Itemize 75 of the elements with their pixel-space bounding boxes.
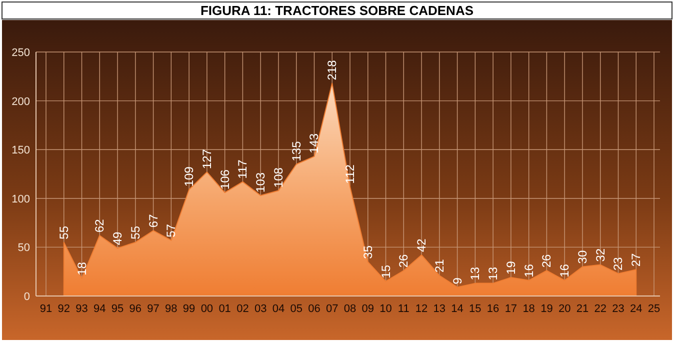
data-label: 112 <box>343 164 357 184</box>
data-label: 109 <box>182 166 196 187</box>
x-tick-label: 15 <box>469 303 482 315</box>
x-tick-label: 13 <box>433 303 446 315</box>
data-label: 127 <box>200 148 214 170</box>
x-tick-label: 95 <box>111 303 124 315</box>
x-tick-label: 05 <box>290 303 302 315</box>
x-tick-label: 25 <box>648 303 660 315</box>
x-tick-label: 11 <box>398 303 410 315</box>
data-label: 49 <box>110 232 125 246</box>
data-label: 62 <box>92 218 107 232</box>
x-tick-label: 14 <box>451 303 464 315</box>
y-tick-label: 100 <box>12 193 30 206</box>
x-tick-label: 92 <box>58 303 70 315</box>
data-label: 57 <box>164 224 178 238</box>
data-label: 135 <box>289 140 304 162</box>
x-tick-label: 91 <box>40 303 52 315</box>
data-label: 55 <box>128 226 142 240</box>
data-label: 18 <box>74 262 89 276</box>
data-label: 13 <box>468 266 482 280</box>
data-label: 15 <box>378 264 393 278</box>
y-tick-label: 0 <box>24 291 30 303</box>
x-tick-label: 98 <box>165 303 178 315</box>
data-label: 67 <box>146 214 160 228</box>
x-tick-label: 20 <box>558 303 571 315</box>
data-label: 27 <box>629 252 644 267</box>
x-tick-label: 06 <box>308 303 320 315</box>
x-tick-label: 04 <box>272 303 285 315</box>
y-tick-label: 200 <box>12 96 30 108</box>
x-tick-label: 18 <box>522 303 535 315</box>
data-label: 26 <box>396 254 411 268</box>
data-label: 35 <box>360 245 375 259</box>
data-label: 42 <box>414 238 429 252</box>
y-tick-label: 50 <box>18 242 30 254</box>
x-tick-label: 94 <box>94 303 106 315</box>
x-tick-label: 23 <box>612 303 624 315</box>
x-tick-label: 16 <box>486 303 500 315</box>
x-tick-label: 19 <box>540 303 553 315</box>
data-label: 218 <box>325 60 340 80</box>
data-label: 9 <box>450 277 464 284</box>
x-tick-label: 21 <box>576 303 589 315</box>
data-label: 23 <box>611 256 626 271</box>
data-label: 32 <box>593 248 608 262</box>
data-label: 16 <box>558 264 572 278</box>
data-label: 19 <box>504 260 518 274</box>
x-tick-label: 22 <box>594 303 606 315</box>
x-tick-label: 00 <box>200 303 214 315</box>
data-label: 21 <box>432 258 446 273</box>
x-tick-label: 24 <box>630 303 642 315</box>
data-label: 103 <box>254 172 268 192</box>
x-tick-label: 99 <box>182 303 196 315</box>
x-tick-label: 08 <box>344 303 356 315</box>
x-tick-label: 01 <box>218 303 231 315</box>
x-tick-label: 10 <box>380 303 392 315</box>
data-label: 16 <box>522 264 536 278</box>
x-tick-label: 12 <box>415 303 428 315</box>
data-label: 117 <box>236 159 250 179</box>
data-label: 26 <box>540 254 554 268</box>
y-tick-label: 150 <box>12 144 30 157</box>
data-label: 143 <box>307 133 322 154</box>
x-tick-label: 07 <box>326 303 338 315</box>
x-tick-label: 96 <box>129 303 142 315</box>
chart-title: FIGURA 11: TRACTORES SOBRE CADENAS <box>200 3 474 18</box>
x-tick-label: 03 <box>254 303 267 315</box>
y-tick-label: 250 <box>12 47 30 59</box>
data-label: 108 <box>271 167 286 188</box>
data-label: 30 <box>575 250 590 264</box>
data-label: 106 <box>218 169 232 190</box>
x-tick-label: 02 <box>236 303 249 315</box>
data-label: 55 <box>56 226 71 240</box>
x-tick-label: 17 <box>504 303 518 315</box>
x-tick-label: 93 <box>76 303 88 315</box>
x-tick-label: 97 <box>147 303 160 315</box>
data-label: 13 <box>486 266 500 280</box>
x-tick-label: 09 <box>362 303 374 315</box>
